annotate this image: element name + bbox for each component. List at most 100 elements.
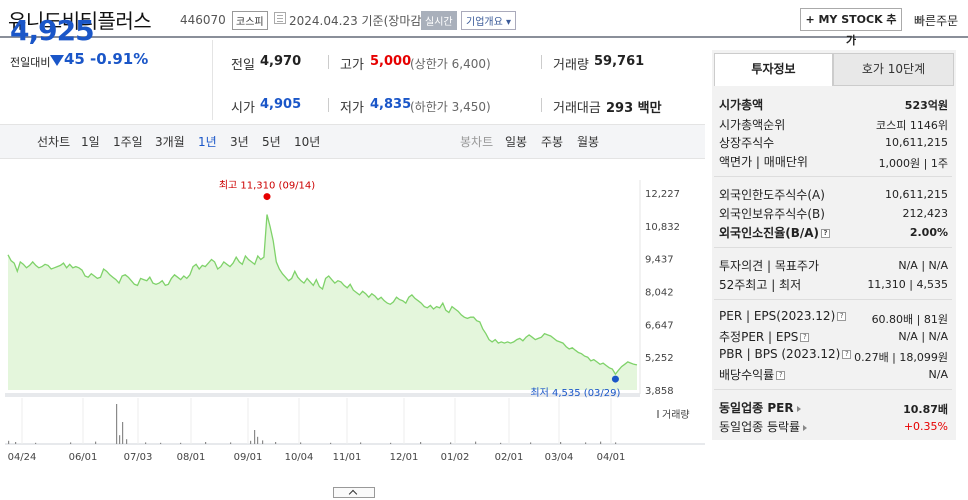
tab-orderbook[interactable]: 호가 10단계 [833,53,954,86]
tab-weekly[interactable]: 주봉 [541,135,564,149]
current-price: 4,925 [10,14,95,47]
volume-bar [122,422,124,444]
volume-bar [530,442,532,444]
chart-tab-bar [0,124,705,159]
week52-value: 11,310 | 4,535 [867,278,948,291]
x-tick-label: 10/04 [285,452,314,463]
tab-3m[interactable]: 3개월 [155,135,185,149]
low-marker [611,375,619,383]
x-tick-label: 08/01 [177,452,206,463]
amount-label: 거래대금 [553,101,601,116]
high-annotation: 최고 11,310 (09/14) [219,180,315,192]
pbr-label: PBR | BPS (2023.12) [719,347,841,361]
tab-daily[interactable]: 일봉 [505,135,528,149]
tab-candle-chart[interactable]: 봉차트 [460,135,494,149]
tab-10y[interactable]: 10년 [294,135,321,149]
tab-monthly[interactable]: 월봉 [577,135,600,149]
tab-line-chart[interactable]: 선차트 [37,135,71,149]
foreign-limit-value: 10,611,215 [885,188,948,201]
industry-per-label: 동일업종 PER [719,401,794,415]
industry-rate-value: +0.35% [903,420,948,433]
market-badge: 코스피 [232,11,268,30]
help-icon[interactable]: ? [821,229,831,238]
market-cap-label: 시가총액 [719,98,764,112]
high-marker [263,193,271,201]
foreign-rate-value: 2.00% [909,226,948,239]
date-text: 2024.04.23 기준(장마감) [289,14,427,28]
pbr-row: PBR | BPS (2023.12)? [719,347,852,361]
collapse-chart-button[interactable] [333,487,375,498]
industry-per-row[interactable]: 동일업종 PER [719,399,801,416]
volume-bar [180,442,182,444]
volume-legend-swatch [657,410,659,418]
tab-3y[interactable]: 3년 [230,135,249,149]
y-tick-label: 6,647 [645,320,674,331]
div-row: 배당수익률? [719,366,786,383]
upper-limit: (상한가 6,400) [410,57,491,71]
x-tick-label: 04/01 [597,452,626,463]
volume-bar [8,440,10,444]
volume-bar [126,439,128,444]
volume-bar [116,404,118,444]
shares-value: 10,611,215 [885,136,948,149]
industry-rate-label: 동일업종 등락률 [719,420,801,434]
volume-bar [330,442,332,444]
y-tick-label: 10,832 [645,222,680,233]
arrow-right-icon [796,405,801,412]
opinion-label: 투자의견 | 목표주가 [719,259,819,273]
par-label: 액면가 | 매매단위 [719,155,808,169]
price-area [8,214,637,390]
tab-1d[interactable]: 1일 [81,135,100,149]
price-chart[interactable]: 12,227 10,832 9,437 8,042 6,647 5,252 3,858 04… [0,160,705,500]
price-line [7,214,638,376]
industry-rate-row[interactable]: 동일업종 등락률 [719,418,808,435]
volume-bar [95,441,97,444]
help-icon[interactable]: ? [837,312,847,321]
amount-value: 293 백만 [606,101,662,116]
volume-bar [420,442,422,444]
tab-1w[interactable]: 1주일 [113,135,143,149]
market-cap-rank-value: 코스피 1146위 [876,119,948,132]
help-icon[interactable]: ? [800,333,810,342]
fast-order-link[interactable]: 빠른주문 [914,14,959,28]
x-tick-label: 11/01 [333,452,362,463]
volume-bar [145,442,147,444]
tab-1y[interactable]: 1년 [198,135,217,149]
prev-close-label: 전일 [231,58,255,73]
div-value: N/A [928,368,948,381]
pbr-value: 0.27배 | 18,099원 [854,351,948,364]
realtime-button[interactable]: 실시간 [421,11,457,30]
lower-limit: (하한가 3,450) [410,100,491,114]
x-tick-label: 01/02 [441,452,470,463]
divider [714,299,952,300]
volume-bar [600,441,602,444]
help-icon[interactable]: ? [842,350,852,359]
prev-close-value: 4,970 [260,54,302,69]
change-amount: 45 [64,50,85,68]
y-tick-label: 12,227 [645,189,680,200]
market-cap-value: 523억원 [904,99,948,112]
volume-bar [262,440,264,444]
divider [541,55,542,69]
est-per-label: 추정PER | EPS [719,330,799,344]
volume-bar [275,442,277,444]
down-arrow-icon [50,55,64,66]
stock-header [0,0,968,38]
volume-bar [450,442,452,444]
volume-bar [585,442,587,444]
stock-name: 유니드비티플러스 [8,9,152,33]
volume-bar [205,442,207,444]
summary-divider [212,40,213,120]
week52-label: 52주최고 | 최저 [719,278,802,292]
volume-bar [560,442,562,444]
corp-overview-dropdown[interactable]: 기업개요 ▾ [461,11,516,30]
add-mystock-button[interactable]: + MY STOCK 추가 [800,8,902,47]
x-tick-label: 02/01 [495,452,524,463]
calendar-icon [274,12,286,24]
tab-invest-info[interactable]: 투자정보 [714,53,833,86]
volume-bar [119,435,121,444]
divider [714,247,952,248]
arrow-right-icon [803,424,808,431]
tab-5y[interactable]: 5년 [262,135,281,149]
help-icon[interactable]: ? [776,371,786,380]
